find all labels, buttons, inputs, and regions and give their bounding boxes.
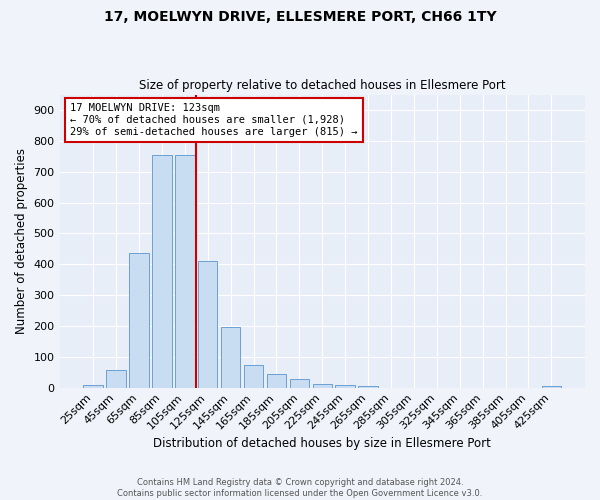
Bar — [335, 385, 355, 388]
Bar — [152, 156, 172, 388]
Bar — [358, 386, 378, 388]
Title: Size of property relative to detached houses in Ellesmere Port: Size of property relative to detached ho… — [139, 79, 506, 92]
Bar — [290, 380, 309, 388]
Bar — [267, 374, 286, 388]
Bar — [175, 156, 194, 388]
Bar — [542, 386, 561, 388]
Text: 17, MOELWYN DRIVE, ELLESMERE PORT, CH66 1TY: 17, MOELWYN DRIVE, ELLESMERE PORT, CH66 … — [104, 10, 496, 24]
Bar — [106, 370, 126, 388]
Bar — [313, 384, 332, 388]
Y-axis label: Number of detached properties: Number of detached properties — [15, 148, 28, 334]
Bar — [198, 261, 217, 388]
Text: Contains HM Land Registry data © Crown copyright and database right 2024.
Contai: Contains HM Land Registry data © Crown c… — [118, 478, 482, 498]
X-axis label: Distribution of detached houses by size in Ellesmere Port: Distribution of detached houses by size … — [154, 437, 491, 450]
Text: 17 MOELWYN DRIVE: 123sqm
← 70% of detached houses are smaller (1,928)
29% of sem: 17 MOELWYN DRIVE: 123sqm ← 70% of detach… — [70, 104, 358, 136]
Bar — [83, 384, 103, 388]
Bar — [129, 252, 149, 388]
Bar — [244, 364, 263, 388]
Bar — [221, 326, 241, 388]
